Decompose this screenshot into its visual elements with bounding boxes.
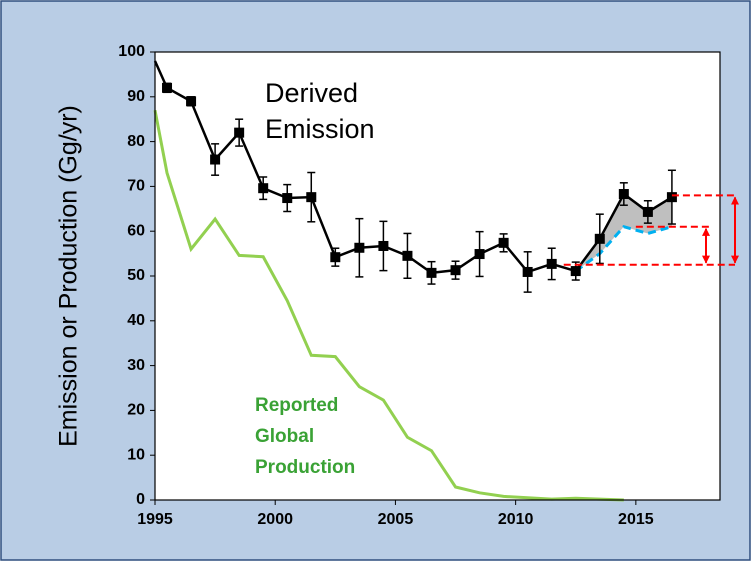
- x-tick-label: 2000: [257, 511, 293, 528]
- annotation: Derived: [265, 78, 358, 108]
- point: [258, 183, 269, 194]
- point: [234, 127, 245, 138]
- x-tick-label: 2015: [618, 511, 654, 528]
- point: [210, 154, 221, 165]
- point: [306, 192, 317, 203]
- point: [186, 96, 197, 107]
- point: [522, 266, 533, 277]
- x-tick-label: 2005: [378, 511, 414, 528]
- point: [474, 249, 485, 260]
- point: [594, 233, 605, 244]
- y-tick-label: 50: [127, 267, 145, 284]
- point: [450, 265, 461, 276]
- point: [378, 240, 389, 251]
- y-tick-label: 20: [127, 402, 145, 419]
- y-tick-label: 90: [127, 88, 145, 105]
- y-tick-label: 0: [136, 491, 145, 508]
- point: [546, 258, 557, 269]
- y-tick-label: 30: [127, 357, 145, 374]
- annotation: Reported: [255, 395, 338, 416]
- x-tick-label: 1995: [137, 511, 173, 528]
- y-tick-label: 10: [127, 446, 145, 463]
- x-tick-label: 2010: [498, 511, 534, 528]
- point: [498, 237, 509, 248]
- point: [618, 189, 629, 200]
- plot-area: [155, 52, 720, 500]
- y-axis-label: Emission or Production (Gg/yr): [55, 105, 83, 447]
- y-tick-label: 80: [127, 133, 145, 150]
- point: [426, 267, 437, 278]
- point: [642, 206, 653, 217]
- y-tick-label: 100: [118, 43, 145, 60]
- y-tick-label: 60: [127, 222, 145, 239]
- point: [162, 82, 173, 93]
- point: [666, 192, 677, 203]
- point: [402, 250, 413, 261]
- point: [570, 266, 581, 277]
- series-line: [153, 109, 624, 502]
- annotation: Production: [255, 457, 355, 478]
- point: [282, 193, 293, 204]
- series-line: [574, 225, 673, 273]
- point: [354, 242, 365, 253]
- annotation: Global: [255, 426, 314, 447]
- point: [330, 252, 341, 263]
- annotation: Emission: [265, 114, 375, 144]
- y-tick-label: 40: [127, 312, 145, 329]
- y-tick-label: 70: [127, 178, 145, 195]
